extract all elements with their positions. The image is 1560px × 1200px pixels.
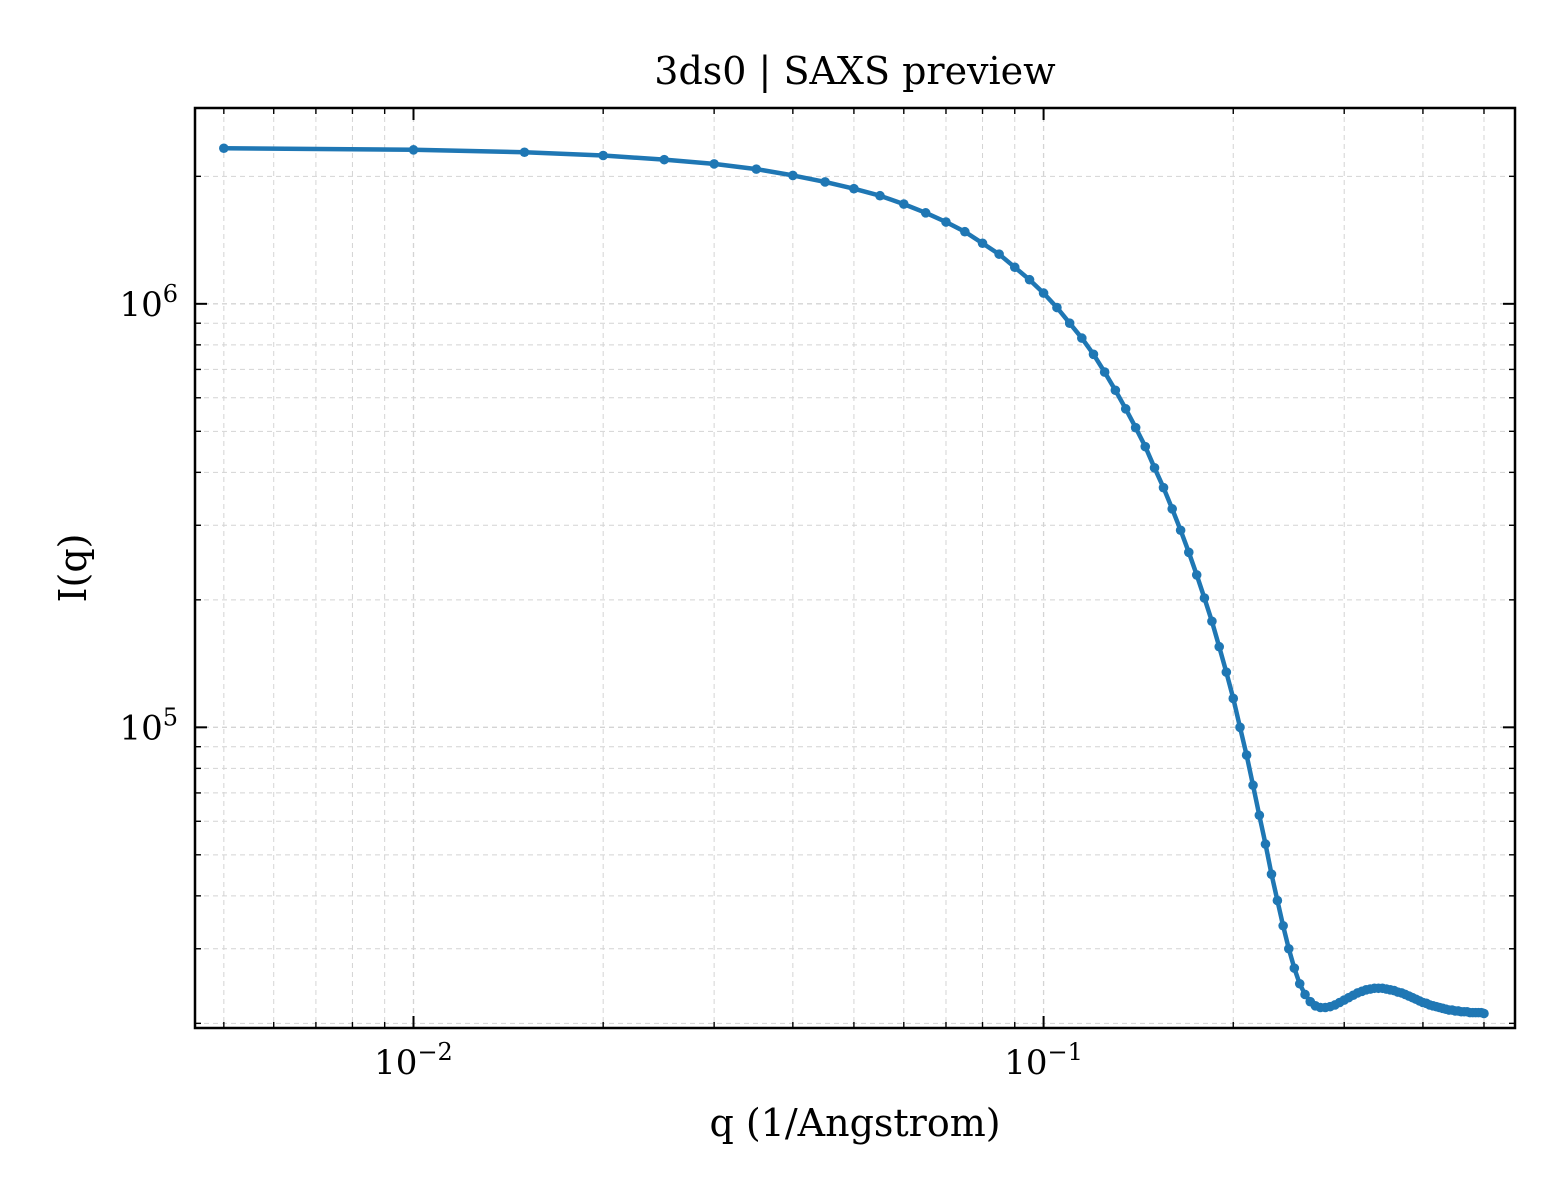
data-point [1228, 693, 1239, 704]
data-point [788, 170, 798, 181]
data-point [1248, 780, 1258, 791]
data-point [1052, 302, 1062, 313]
data-point [1099, 367, 1110, 377]
data-point [1140, 441, 1151, 452]
data-layer [219, 143, 1489, 1019]
x-axis-label: q (1/Angstrom) [709, 1101, 1000, 1145]
tick-labels: 10−2 10−1 105 106 [119, 280, 1082, 1083]
data-point [1088, 349, 1099, 360]
data-point [219, 143, 229, 154]
x-tick-label: 10−1 [1004, 1038, 1083, 1083]
data-point [941, 217, 951, 227]
data-point [1479, 1008, 1489, 1019]
data-point [519, 147, 530, 158]
data-point [1167, 504, 1177, 514]
data-point [1221, 667, 1232, 677]
data-point [899, 199, 909, 209]
data-point [1207, 616, 1217, 627]
data-point [1294, 978, 1305, 989]
data-point [1241, 750, 1252, 760]
data-point [977, 238, 988, 249]
data-point [1199, 593, 1210, 603]
y-axis-label: I(q) [51, 534, 95, 603]
data-point [1300, 989, 1310, 1000]
x-tick-label: 10−2 [374, 1038, 453, 1083]
data-point [1283, 943, 1294, 954]
data-point [1266, 869, 1277, 879]
data-point [1254, 810, 1265, 821]
data-point [659, 154, 670, 165]
grid-lines [195, 108, 1515, 1028]
data-point [1175, 525, 1186, 536]
data-point [1214, 641, 1225, 652]
data-point [1077, 333, 1087, 343]
data-point [1191, 570, 1202, 580]
data-point [960, 226, 970, 237]
data-point [751, 164, 762, 174]
data-point [1183, 547, 1194, 558]
data-point [820, 177, 830, 187]
data-point [1272, 895, 1283, 906]
data-point [1064, 318, 1075, 329]
data-point [1038, 288, 1049, 298]
data-point [1024, 274, 1035, 285]
data-point [1120, 404, 1131, 414]
data-point [1289, 963, 1300, 973]
data-point [1110, 385, 1121, 396]
chart-title: 3ds0 | SAXS preview [654, 49, 1056, 93]
data-point [994, 249, 1004, 259]
data-point [1158, 482, 1169, 493]
data-point [875, 190, 885, 201]
data-point [920, 208, 931, 218]
data-point [1235, 722, 1245, 733]
data-point [849, 183, 859, 194]
data-point [1260, 839, 1271, 849]
data-point [1130, 422, 1141, 433]
plot-frame [193, 106, 1517, 1030]
data-point [598, 150, 608, 161]
y-tick-label: 106 [119, 280, 178, 325]
y-tick-label: 105 [119, 703, 178, 748]
data-point [1149, 463, 1160, 473]
data-point [408, 145, 419, 155]
data-point [1009, 262, 1020, 273]
data-point [1278, 920, 1288, 931]
data-point [709, 159, 719, 169]
